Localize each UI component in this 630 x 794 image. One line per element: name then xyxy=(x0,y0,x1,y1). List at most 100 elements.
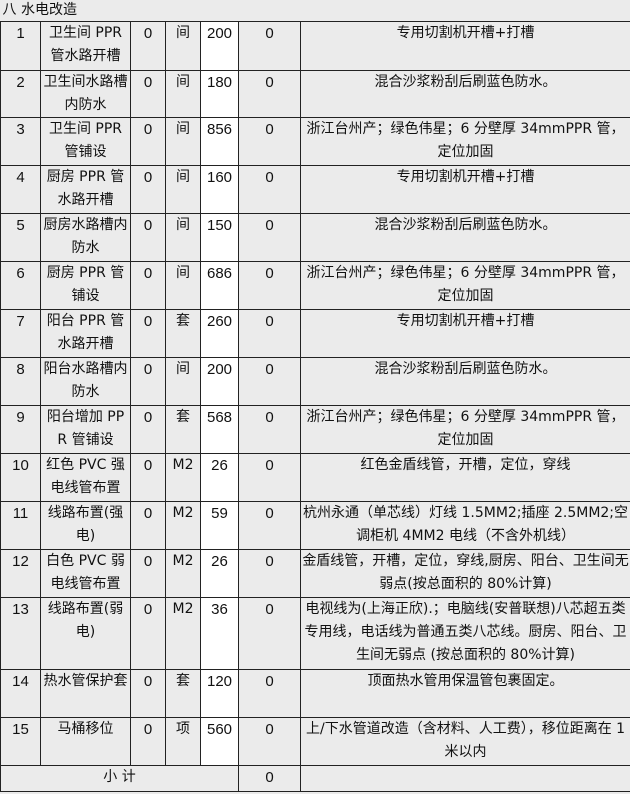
unit: 套 xyxy=(165,669,201,718)
item-name: 阳台 PPR 管水路开槽 xyxy=(40,309,131,358)
quantity: 0 xyxy=(130,453,166,502)
total: 0 xyxy=(238,165,301,214)
description: 电视线为(上海正欣).；电脑线(安普联想)八芯超五类专用线，电话线为普通五类八芯… xyxy=(299,597,630,670)
subtotal-total: 0 xyxy=(238,765,301,792)
table-row: 1 卫生间 PPR 管水路开槽 0 间 200 0 专用切割机开槽+打槽 xyxy=(0,21,630,71)
total: 0 xyxy=(238,21,301,71)
total: 0 xyxy=(238,549,301,598)
subtotal-label: 小 计 xyxy=(0,765,239,792)
total: 0 xyxy=(238,261,301,310)
row-number: 15 xyxy=(0,717,41,766)
quantity: 0 xyxy=(130,501,166,550)
item-name: 厨房 PPR 管铺设 xyxy=(40,261,131,310)
row-number: 12 xyxy=(0,549,41,598)
quantity: 0 xyxy=(130,70,166,118)
quantity: 0 xyxy=(130,357,166,406)
table-row: 15 马桶移位 0 项 560 0 上/下水管道改造（含材料、人工费），移位距离在 1 米以… xyxy=(0,717,630,766)
total: 0 xyxy=(238,70,301,118)
item-name: 卫生间 PPR 管水路开槽 xyxy=(40,21,131,71)
unit: 项 xyxy=(165,717,201,766)
table-row: 4 厨房 PPR 管水路开槽 0 间 160 0 专用切割机开槽+打槽 xyxy=(0,165,630,214)
description: 浙江台州产；绿色伟星；6 分壁厚 34mmPPR 管，定位加固 xyxy=(299,261,630,310)
description: 金盾线管，开槽，定位，穿线,厨房、阳台、卫生间无弱点(按总面积的 80%计算) xyxy=(299,549,630,598)
section-title: 八 水电改造 xyxy=(0,0,630,22)
description: 红色金盾线管，开槽，定位，穿线 xyxy=(299,453,630,502)
row-number: 10 xyxy=(0,453,41,502)
total: 0 xyxy=(238,309,301,358)
total: 0 xyxy=(238,117,301,166)
unit-price: 26 xyxy=(200,453,239,502)
description: 上/下水管道改造（含材料、人工费），移位距离在 1 米以内 xyxy=(299,717,630,766)
unit: M2 xyxy=(165,501,201,550)
item-name: 红色 PVC 强电线管布置 xyxy=(40,453,131,502)
unit: 间 xyxy=(165,213,201,262)
description: 混合沙浆粉刮后刷蓝色防水。 xyxy=(299,213,630,262)
row-number: 3 xyxy=(0,117,41,166)
row-number: 13 xyxy=(0,597,41,670)
unit-price: 568 xyxy=(200,405,239,454)
row-number: 14 xyxy=(0,669,41,718)
row-number: 6 xyxy=(0,261,41,310)
table-row: 11 线路布置(强电) 0 M2 59 0 杭州永通（单芯线）灯线 1.5MM2;插座 2.… xyxy=(0,501,630,550)
row-number: 2 xyxy=(0,70,41,118)
unit: 间 xyxy=(165,70,201,118)
quantity: 0 xyxy=(130,309,166,358)
unit: M2 xyxy=(165,597,201,670)
unit-price: 686 xyxy=(200,261,239,310)
unit: 间 xyxy=(165,261,201,310)
unit: 套 xyxy=(165,405,201,454)
item-name: 热水管保护套 xyxy=(40,669,131,718)
unit: 间 xyxy=(165,21,201,71)
row-number: 9 xyxy=(0,405,41,454)
row-number: 1 xyxy=(0,21,41,71)
quantity: 0 xyxy=(130,669,166,718)
description: 顶面热水管用保温管包裹固定。 xyxy=(299,669,630,718)
row-number: 5 xyxy=(0,213,41,262)
description: 混合沙浆粉刮后刷蓝色防水。 xyxy=(299,70,630,118)
unit-price: 36 xyxy=(200,597,239,670)
total: 0 xyxy=(238,357,301,406)
table-row: 8 阳台水路槽内防水 0 间 200 0 混合沙浆粉刮后刷蓝色防水。 xyxy=(0,357,630,406)
unit-price: 260 xyxy=(200,309,239,358)
unit-price: 200 xyxy=(200,357,239,406)
row-number: 7 xyxy=(0,309,41,358)
unit-price: 160 xyxy=(200,165,239,214)
table-row: 2 卫生间水路槽内防水 0 间 180 0 混合沙浆粉刮后刷蓝色防水。 xyxy=(0,70,630,118)
table-row: 5 厨房水路槽内防水 0 间 150 0 混合沙浆粉刮后刷蓝色防水。 xyxy=(0,213,630,262)
description: 专用切割机开槽+打槽 xyxy=(299,21,630,71)
total: 0 xyxy=(238,213,301,262)
unit: 间 xyxy=(165,357,201,406)
total: 0 xyxy=(238,453,301,502)
quantity: 0 xyxy=(130,717,166,766)
unit-price: 856 xyxy=(200,117,239,166)
unit-price: 26 xyxy=(200,549,239,598)
unit-price: 120 xyxy=(200,669,239,718)
unit-price: 200 xyxy=(200,21,239,71)
unit-price: 59 xyxy=(200,501,239,550)
quantity: 0 xyxy=(130,213,166,262)
unit: 套 xyxy=(165,309,201,358)
row-number: 8 xyxy=(0,357,41,406)
description: 浙江台州产；绿色伟星；6 分壁厚 34mmPPR 管，定位加固 xyxy=(299,405,630,454)
table-row: 14 热水管保护套 0 套 120 0 顶面热水管用保温管包裹固定。 xyxy=(0,669,630,718)
description: 混合沙浆粉刮后刷蓝色防水。 xyxy=(299,357,630,406)
table-row: 12 白色 PVC 弱电线管布置 0 M2 26 0 金盾线管，开槽，定位，穿线,厨房、阳台… xyxy=(0,549,630,598)
unit: 间 xyxy=(165,165,201,214)
unit-price: 560 xyxy=(200,717,239,766)
item-name: 阳台水路槽内防水 xyxy=(40,357,131,406)
table-row: 10 红色 PVC 强电线管布置 0 M2 26 0 红色金盾线管，开槽，定位，穿线 xyxy=(0,453,630,502)
table-row: 13 线路布置(弱电) 0 M2 36 0 电视线为(上海正欣).；电脑线(安普联想)八芯超… xyxy=(0,597,630,670)
item-name: 厨房水路槽内防水 xyxy=(40,213,131,262)
description: 专用切割机开槽+打槽 xyxy=(299,309,630,358)
total: 0 xyxy=(238,717,301,766)
table-row: 6 厨房 PPR 管铺设 0 间 686 0 浙江台州产；绿色伟星；6 分壁厚 34mmPP… xyxy=(0,261,630,310)
unit: 间 xyxy=(165,117,201,166)
row-number: 11 xyxy=(0,501,41,550)
quantity: 0 xyxy=(130,117,166,166)
description: 杭州永通（单芯线）灯线 1.5MM2;插座 2.5MM2;空调柜机 4MM2 电… xyxy=(299,501,630,550)
item-name: 马桶移位 xyxy=(40,717,131,766)
unit: M2 xyxy=(165,453,201,502)
quantity: 0 xyxy=(130,405,166,454)
quantity: 0 xyxy=(130,597,166,670)
